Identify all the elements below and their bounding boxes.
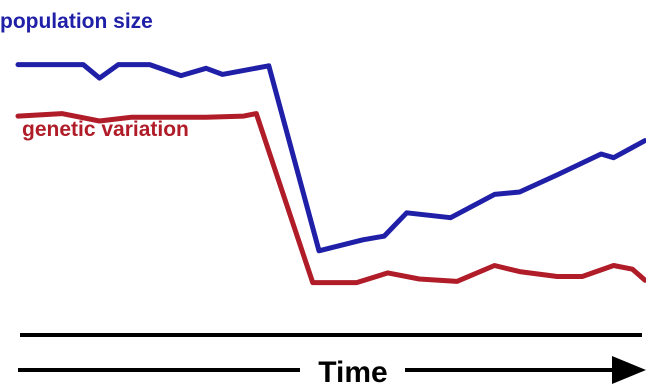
time-arrow-head (612, 356, 646, 384)
series-label-genetic-variation: genetic variation (22, 118, 189, 141)
series-line-population-size (15, 62, 646, 254)
series-line-genetic-variation (15, 111, 646, 286)
series-label-population-size: population size (0, 10, 153, 33)
x-axis-label: Time (318, 356, 387, 384)
series-layer (15, 62, 646, 286)
